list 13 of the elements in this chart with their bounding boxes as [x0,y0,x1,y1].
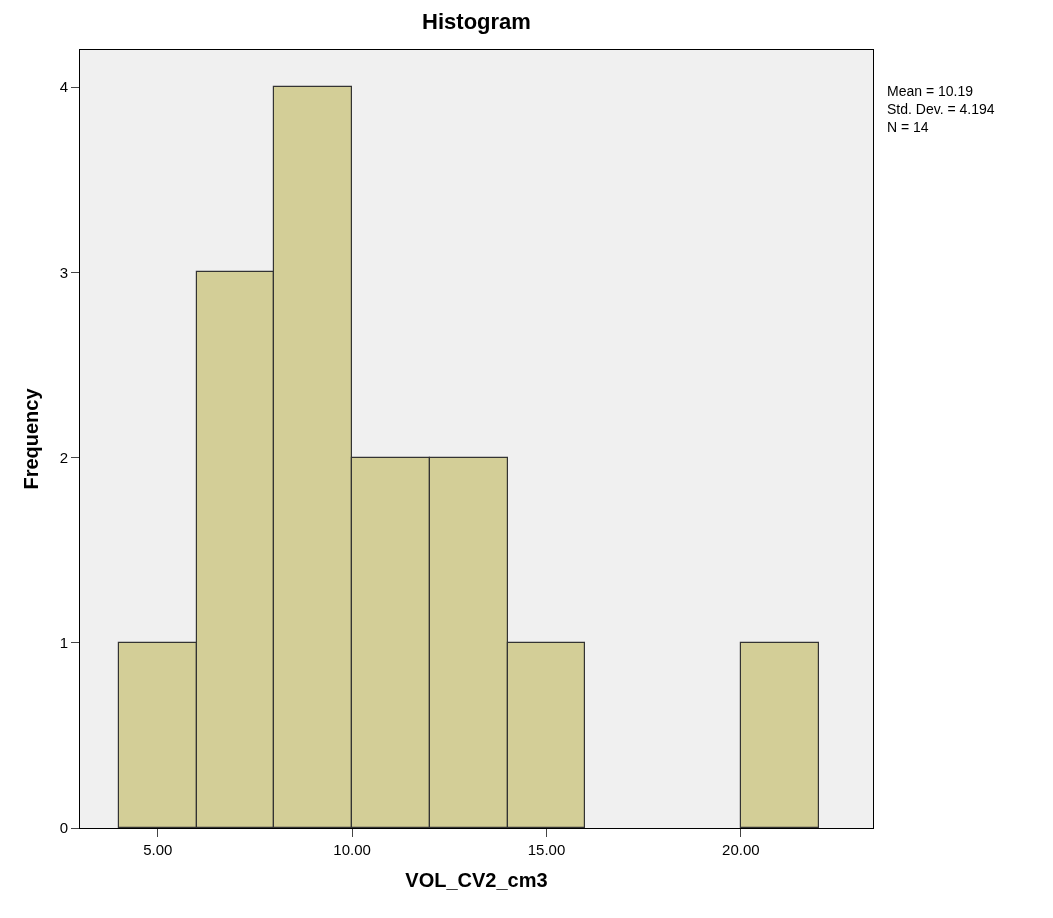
y-tick-label: 4 [59,78,68,96]
y-tick-label: 0 [59,819,68,837]
text: Mean = 10.19 Std. Dev. = 4.194 N = 14 [887,83,995,136]
y-tick-label: 3 [59,263,68,281]
y-axis-title: Frequency [20,387,43,490]
y-tick-label: 2 [59,448,68,466]
x-tick-label: 20.00 [722,841,760,858]
chart-title: Histogram [422,9,531,35]
x-axis-title: VOL_CV2_cm3 [405,868,548,891]
x-tick-label: 10.00 [333,841,371,858]
y-tick-label: 1 [59,634,68,652]
x-tick-label: 15.00 [527,841,566,858]
x-tick-label: 5.00 [143,841,173,858]
